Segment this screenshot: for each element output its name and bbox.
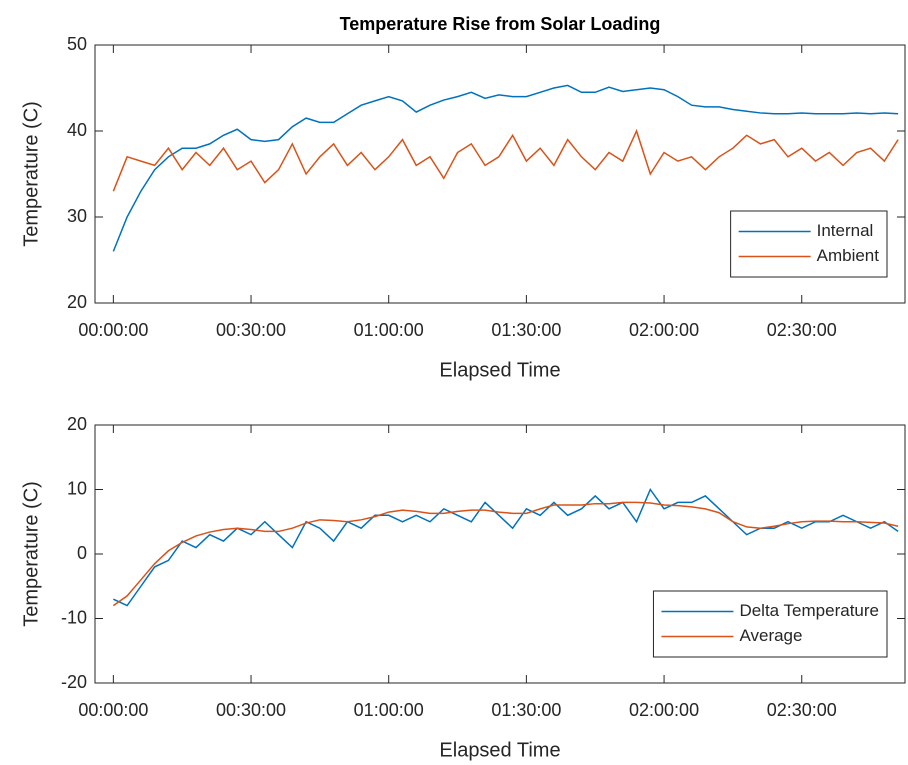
y-tick-label: -20 — [61, 672, 87, 692]
y-axis-label: Temperature (C) — [20, 481, 42, 627]
y-tick-label: 20 — [67, 292, 87, 312]
legend-box — [652, 590, 888, 658]
x-tick-label: 01:30:00 — [491, 700, 561, 720]
y-axis-label: Temperature (C) — [20, 101, 42, 247]
y-tick-label: -10 — [61, 607, 87, 627]
x-tick-label: 02:30:00 — [767, 320, 837, 340]
chart-title: Temperature Rise from Solar Loading — [340, 14, 661, 34]
legend-label: Average — [739, 626, 802, 645]
series-line — [112, 501, 899, 607]
y-tick-label: 20 — [67, 414, 87, 434]
y-tick-label: 50 — [67, 34, 87, 54]
x-tick-label: 02:30:00 — [767, 700, 837, 720]
y-tick-label: 40 — [67, 120, 87, 140]
x-axis-label: Elapsed Time — [439, 739, 560, 761]
x-tick-label: 01:30:00 — [491, 320, 561, 340]
x-axis-label: Elapsed Time — [439, 359, 560, 381]
legend-label: Ambient — [817, 246, 880, 265]
x-tick-label: 01:00:00 — [354, 700, 424, 720]
y-tick-label: 0 — [77, 543, 87, 563]
x-tick-label: 00:30:00 — [216, 700, 286, 720]
legend-label: Delta Temperature — [739, 601, 879, 620]
x-tick-label: 02:00:00 — [629, 320, 699, 340]
x-tick-label: 00:00:00 — [78, 700, 148, 720]
legend-label: Internal — [817, 221, 874, 240]
x-tick-label: 00:00:00 — [78, 320, 148, 340]
x-tick-label: 02:00:00 — [629, 700, 699, 720]
series-line — [112, 128, 899, 192]
y-tick-label: 30 — [67, 206, 87, 226]
x-tick-label: 00:30:00 — [216, 320, 286, 340]
series-line — [112, 84, 899, 252]
y-tick-label: 10 — [67, 478, 87, 498]
legend-box — [730, 210, 888, 278]
series-line — [113, 487, 899, 607]
x-tick-label: 01:00:00 — [354, 320, 424, 340]
